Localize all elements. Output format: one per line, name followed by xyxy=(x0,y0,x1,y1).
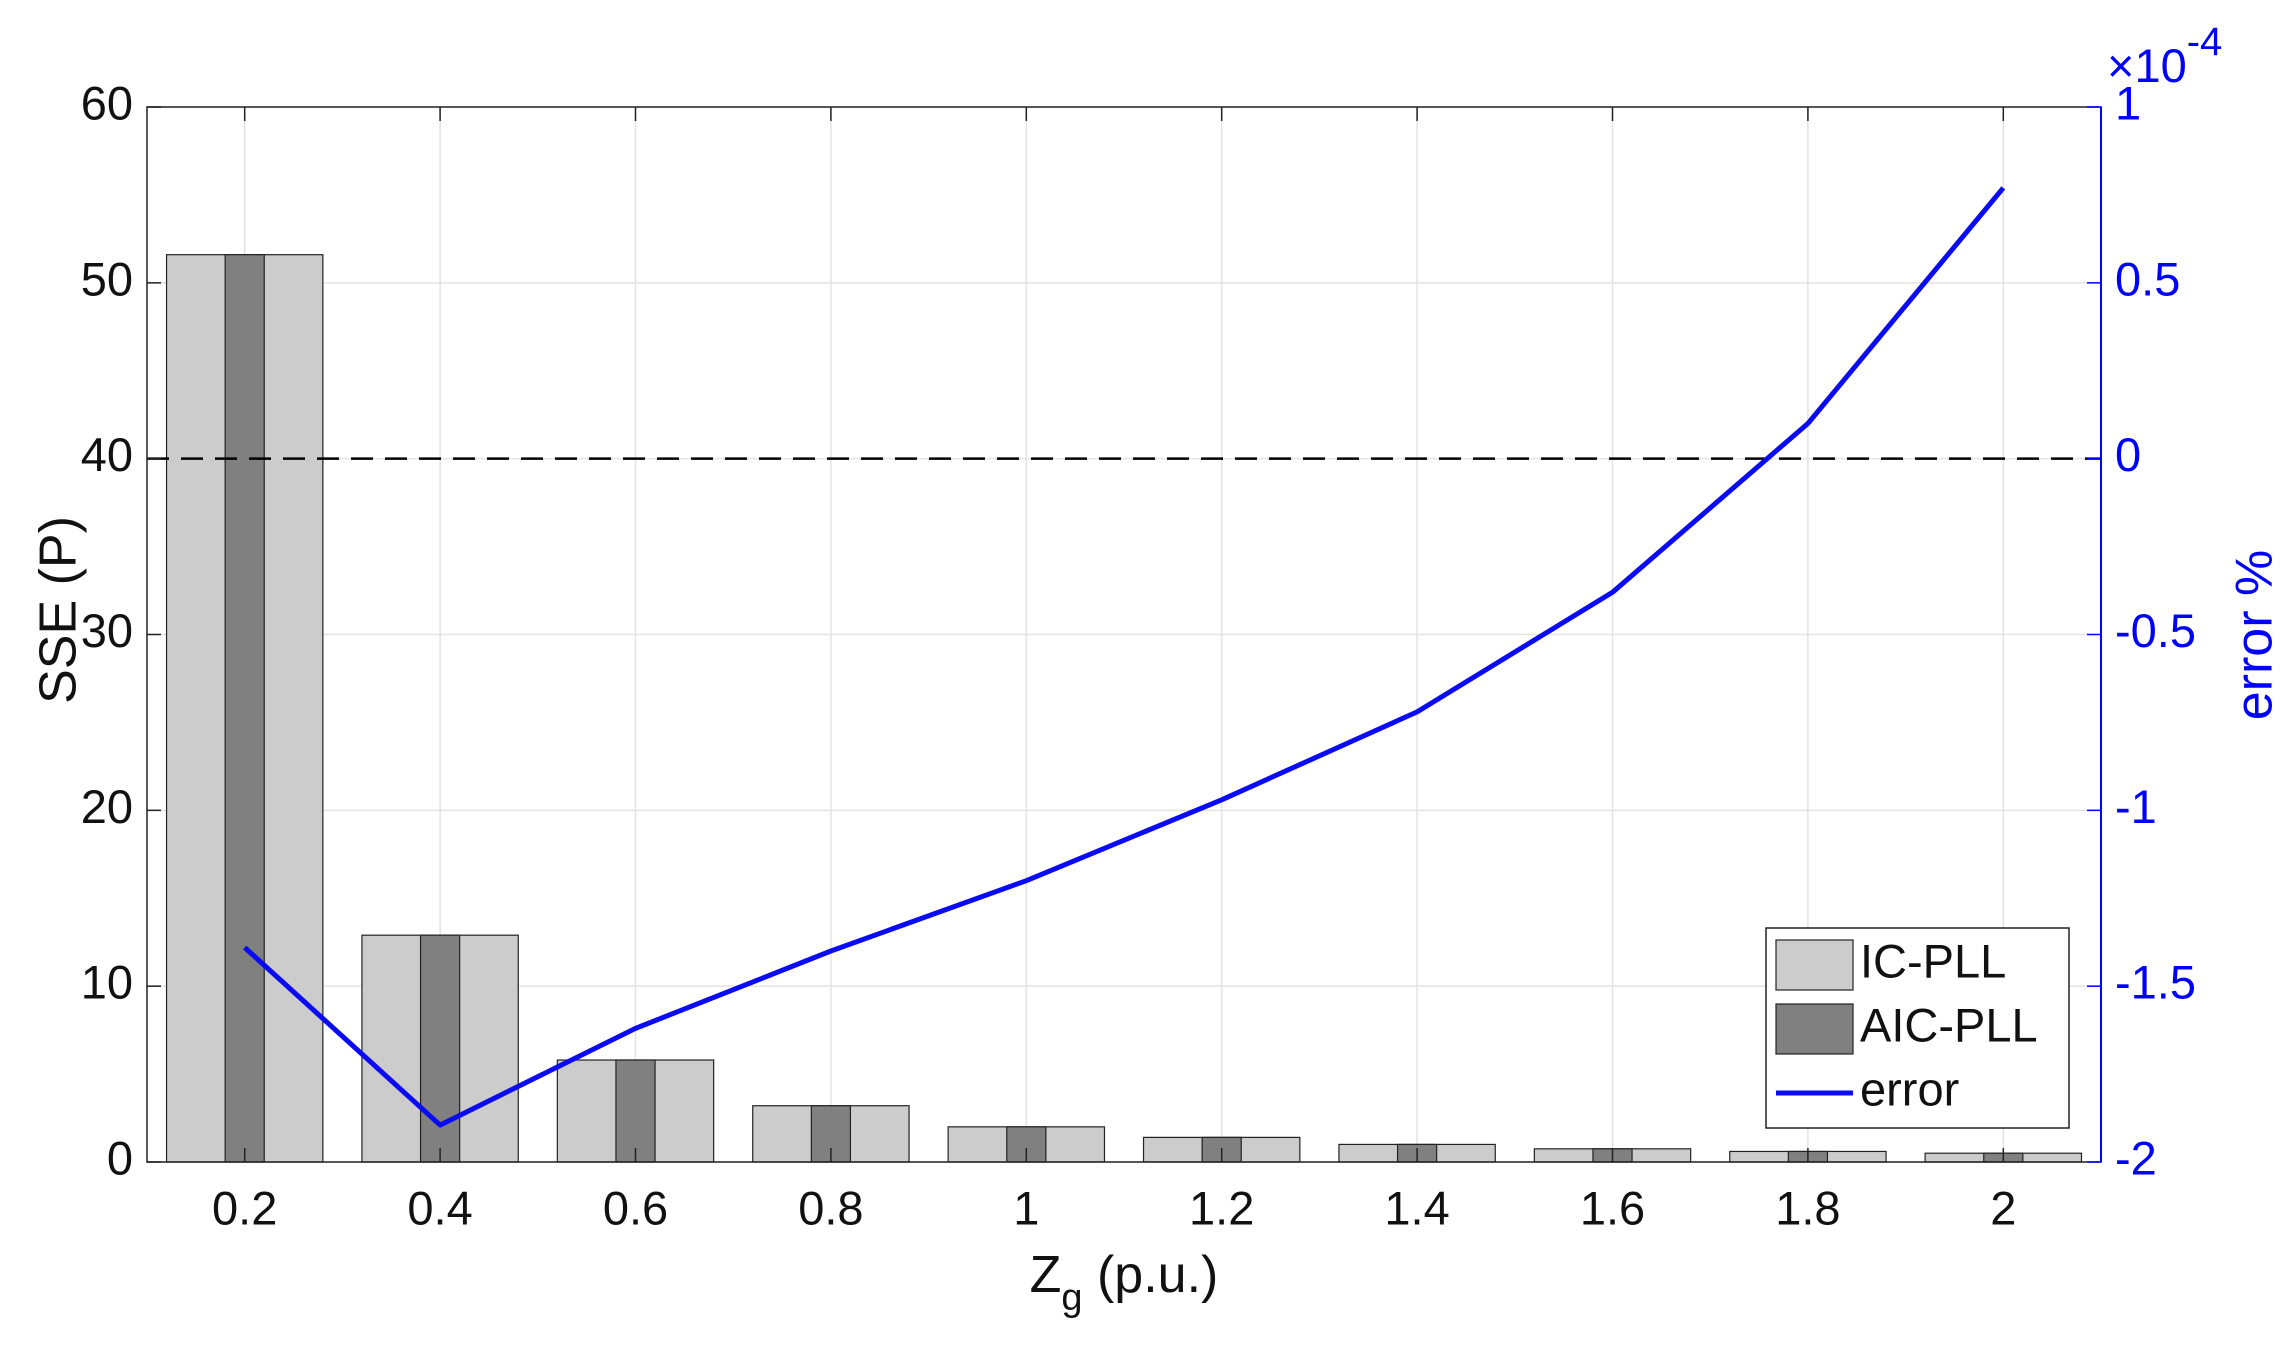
x-tick-label: 1.2 xyxy=(1189,1181,1254,1234)
y-tick-label: 30 xyxy=(81,604,133,657)
x-tick-label: 1 xyxy=(1013,1181,1039,1234)
x-tick-label: 1.4 xyxy=(1384,1181,1449,1234)
x-tick-label: 0.2 xyxy=(212,1181,277,1234)
y-tick-label: 50 xyxy=(81,252,133,305)
bar xyxy=(224,254,265,1163)
x-label-main: Z xyxy=(1030,1246,1062,1304)
y-tick-label: 0 xyxy=(107,1131,133,1184)
y-axis-label: SSE (P) xyxy=(30,516,88,704)
x-tick-label: 0.6 xyxy=(603,1181,668,1234)
y2-tick-label: 1 xyxy=(2115,76,2141,129)
legend-label: IC-PLL xyxy=(1860,934,2006,987)
x-tick-label: 0.4 xyxy=(407,1181,472,1234)
bar xyxy=(419,934,461,1163)
y-tick-label: 10 xyxy=(81,956,133,1009)
x-axis-label: Zg (p.u.) xyxy=(1030,1246,1219,1319)
x-tick-label: 0.8 xyxy=(798,1181,863,1234)
exponent-base: ×10 xyxy=(2107,39,2187,92)
x-tick-label: 2 xyxy=(1990,1181,2016,1234)
y2-tick-label: 0.5 xyxy=(2115,252,2180,305)
error-line xyxy=(243,186,2006,1128)
y-tick-label: 20 xyxy=(81,780,133,833)
exponent-power: -4 xyxy=(2187,20,2223,64)
x-tick-label: 1.6 xyxy=(1580,1181,1645,1234)
legend-label: error xyxy=(1860,1062,1959,1115)
y2-tick-label: 0 xyxy=(2115,428,2141,481)
legend-swatch xyxy=(1775,939,1854,991)
x-label-sub: g xyxy=(1061,1277,1082,1319)
y-tick-label: 60 xyxy=(81,76,133,129)
y2-exponent: ×10-4 xyxy=(2107,20,2222,93)
y2-axis-label: error % xyxy=(2226,550,2284,720)
y2-tick-label: -1 xyxy=(2115,780,2157,833)
y2-tick-label: -2 xyxy=(2115,1131,2157,1184)
legend-swatch xyxy=(1775,1003,1854,1055)
legend-label: AIC-PLL xyxy=(1860,998,2038,1051)
y2-tick-label: -0.5 xyxy=(2115,604,2196,657)
bar xyxy=(615,1059,656,1163)
y-tick-label: 40 xyxy=(81,428,133,481)
y2-tick-label: -1.5 xyxy=(2115,956,2196,1009)
x-tick-label: 1.8 xyxy=(1775,1181,1840,1234)
x-label-rest: (p.u.) xyxy=(1083,1246,1219,1304)
